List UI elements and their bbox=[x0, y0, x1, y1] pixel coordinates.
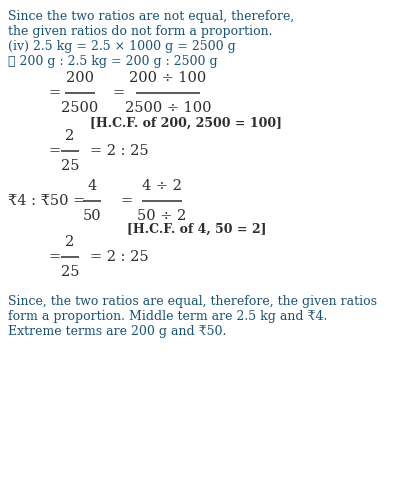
Text: 25: 25 bbox=[61, 159, 79, 173]
Text: ∴ 200 g : 2.5 kg = 200 g : 2500 g: ∴ 200 g : 2.5 kg = 200 g : 2500 g bbox=[8, 55, 217, 68]
Text: 200 ÷ 100: 200 ÷ 100 bbox=[129, 71, 207, 85]
Text: =: = bbox=[48, 250, 60, 264]
Text: 200: 200 bbox=[66, 71, 94, 85]
Text: ₹4 : ₹50 =: ₹4 : ₹50 = bbox=[8, 194, 85, 208]
Text: = 2 : 25: = 2 : 25 bbox=[90, 250, 148, 264]
Text: Since, the two ratios are equal, therefore, the given ratios: Since, the two ratios are equal, therefo… bbox=[8, 295, 377, 308]
Text: (iv) 2.5 kg = 2.5 × 1000 g = 2500 g: (iv) 2.5 kg = 2.5 × 1000 g = 2500 g bbox=[8, 40, 236, 53]
Text: = 2 : 25: = 2 : 25 bbox=[90, 144, 148, 158]
Text: =: = bbox=[120, 194, 132, 208]
Text: 2500: 2500 bbox=[61, 101, 99, 115]
Text: =: = bbox=[48, 144, 60, 158]
Text: =: = bbox=[48, 86, 60, 100]
Text: 2500 ÷ 100: 2500 ÷ 100 bbox=[125, 101, 211, 115]
Text: 4: 4 bbox=[87, 179, 97, 193]
Text: 25: 25 bbox=[61, 265, 79, 279]
Text: 2: 2 bbox=[65, 235, 75, 249]
Text: Since the two ratios are not equal, therefore,: Since the two ratios are not equal, ther… bbox=[8, 10, 294, 23]
Text: =: = bbox=[112, 86, 124, 100]
Text: 4 ÷ 2: 4 ÷ 2 bbox=[142, 179, 182, 193]
Text: [H.C.F. of 4, 50 = 2]: [H.C.F. of 4, 50 = 2] bbox=[127, 223, 267, 236]
Text: form a proportion. Middle term are 2.5 kg and ₹4.: form a proportion. Middle term are 2.5 k… bbox=[8, 310, 327, 323]
Text: 2: 2 bbox=[65, 129, 75, 143]
Text: 50 ÷ 2: 50 ÷ 2 bbox=[137, 209, 187, 223]
Text: Extreme terms are 200 g and ₹50.: Extreme terms are 200 g and ₹50. bbox=[8, 325, 226, 338]
Text: 50: 50 bbox=[83, 209, 101, 223]
Text: [H.C.F. of 200, 2500 = 100]: [H.C.F. of 200, 2500 = 100] bbox=[90, 117, 282, 130]
Text: the given ratios do not form a proportion.: the given ratios do not form a proportio… bbox=[8, 25, 273, 38]
